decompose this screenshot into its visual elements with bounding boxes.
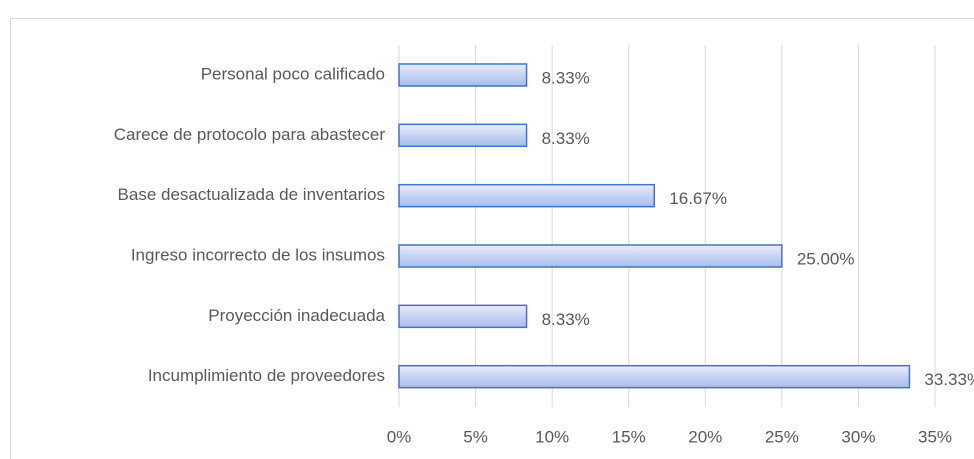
- bar: [398, 304, 528, 329]
- bar: [398, 63, 528, 87]
- data-label: 8.33%: [542, 129, 590, 148]
- category-label: Base desactualizada de inventarios: [118, 185, 385, 204]
- x-tick-label: 30%: [841, 427, 875, 446]
- x-tick-label: 0%: [387, 427, 412, 446]
- category-label: Proyección inadecuada: [208, 306, 385, 325]
- bar: [398, 244, 783, 268]
- data-label: 8.33%: [542, 68, 590, 87]
- category-label: Ingreso incorrecto de los insumos: [131, 245, 385, 264]
- x-tick-label: 15%: [612, 427, 646, 446]
- bar: [398, 364, 911, 389]
- x-tick-label: 10%: [535, 427, 569, 446]
- category-label: Personal poco calificado: [201, 64, 385, 83]
- bar: [398, 183, 656, 208]
- data-label: 16.67%: [669, 189, 727, 208]
- x-tick-label: 20%: [688, 427, 722, 446]
- data-label: 8.33%: [542, 310, 590, 329]
- data-label: 33.33%: [924, 370, 974, 389]
- data-label: 25.00%: [797, 249, 855, 268]
- x-tick-label: 25%: [765, 427, 799, 446]
- x-tick-label: 5%: [463, 427, 488, 446]
- bar: [398, 123, 528, 148]
- category-label: Incumplimiento de proveedores: [148, 366, 385, 385]
- x-tick-label: 35%: [918, 427, 952, 446]
- category-label: Carece de protocolo para abastecer: [114, 125, 386, 144]
